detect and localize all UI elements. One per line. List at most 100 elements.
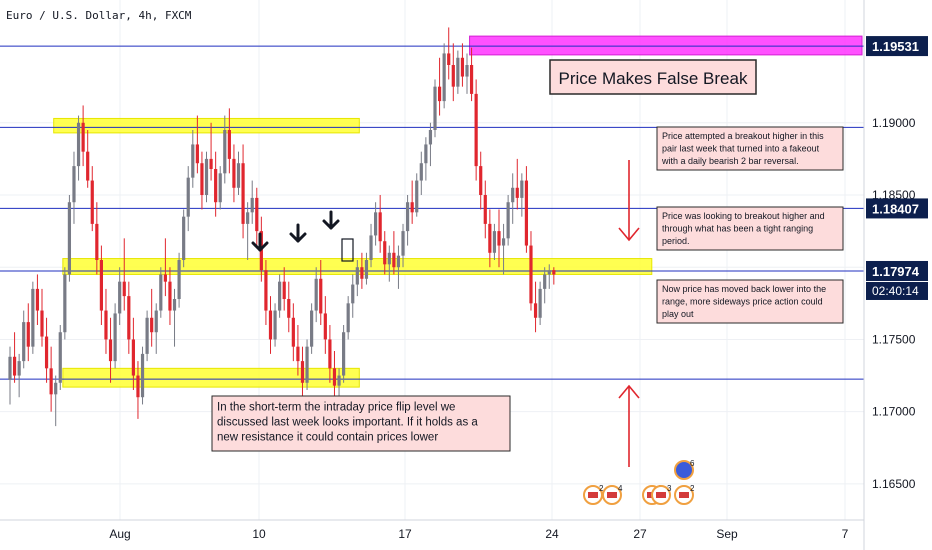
candle-body[interactable] [506,202,510,239]
candle-body[interactable] [227,130,231,159]
candle-body[interactable] [218,173,222,203]
candle-body[interactable] [405,202,410,232]
candle-body[interactable] [236,163,241,188]
candle-body[interactable] [447,53,451,65]
candle[interactable] [437,57,442,116]
candle-body[interactable] [460,57,465,77]
candle-body[interactable] [488,223,492,253]
candle-body[interactable] [346,303,350,333]
candle-body[interactable] [223,130,227,174]
candle[interactable] [44,317,49,383]
candle-body[interactable] [191,144,195,178]
candle[interactable] [552,267,556,285]
candle-body[interactable] [378,212,382,242]
candle[interactable] [291,303,295,362]
candle-body[interactable] [456,57,460,87]
candle-body[interactable] [44,336,49,369]
candle[interactable] [460,43,465,87]
candle[interactable] [241,144,245,239]
candle[interactable] [492,223,497,260]
candle-body[interactable] [58,332,62,383]
candle-body[interactable] [469,65,474,94]
candle[interactable] [49,346,53,412]
candle[interactable] [378,195,382,253]
symbol-title[interactable]: Euro / U.S. Dollar, 4h, FXCM [6,9,192,22]
candle[interactable] [131,317,135,390]
candle[interactable] [488,209,492,268]
candle[interactable] [81,105,85,167]
candle-body[interactable] [465,65,469,77]
candle[interactable] [405,195,410,246]
candle[interactable] [520,173,524,217]
candle-body[interactable] [424,144,428,164]
candle[interactable] [319,260,323,325]
candle-body[interactable] [214,169,218,203]
candle[interactable] [255,187,259,246]
candle-body[interactable] [351,284,355,304]
candle[interactable] [506,195,510,246]
candle-body[interactable] [323,313,327,340]
candle-body[interactable] [442,53,446,102]
candle-body[interactable] [520,180,524,198]
candle[interactable] [456,50,460,94]
candle-body[interactable] [419,163,423,181]
candle-body[interactable] [12,356,17,376]
candle-body[interactable] [492,231,497,253]
candle-body[interactable] [287,299,291,318]
candle[interactable] [483,180,487,239]
candle[interactable] [127,281,131,354]
candle-body[interactable] [163,274,167,282]
candle-body[interactable] [319,278,323,314]
candle-body[interactable] [296,346,300,362]
candle-body[interactable] [90,180,94,224]
candle-body[interactable] [282,281,286,299]
candle-body[interactable] [483,195,487,224]
candle-body[interactable] [479,166,483,195]
candle-body[interactable] [497,231,501,246]
candle[interactable] [8,346,12,405]
candle[interactable] [17,353,21,398]
candle-body[interactable] [99,260,103,311]
candle[interactable] [524,166,529,253]
candle-body[interactable] [168,281,172,311]
candle[interactable] [314,267,318,323]
event-flag[interactable]: 4 [602,484,623,505]
candle[interactable] [442,43,446,109]
candle[interactable] [95,202,99,275]
candle-body[interactable] [127,296,131,340]
candle-body[interactable] [501,238,506,246]
candle[interactable] [547,264,551,289]
candle-body[interactable] [273,310,277,340]
candle-body[interactable] [515,187,519,198]
candle[interactable] [31,281,35,354]
candle-body[interactable] [529,245,533,304]
candle[interactable] [108,317,113,383]
candle[interactable] [214,151,218,217]
candle-body[interactable] [241,163,245,224]
candle-body[interactable] [264,270,268,311]
candle-body[interactable] [392,252,396,268]
candle[interactable] [54,375,58,427]
candle[interactable] [355,260,359,297]
event-flag[interactable]: 2 [583,484,604,505]
candle[interactable] [122,238,126,311]
candle[interactable] [369,223,373,268]
candle-body[interactable] [278,281,282,311]
candle[interactable] [246,202,250,260]
candle[interactable] [497,209,501,268]
candle[interactable] [511,173,515,224]
candle[interactable] [346,296,350,340]
candle[interactable] [428,122,433,167]
candles[interactable] [8,27,556,427]
candle[interactable] [163,238,167,297]
candle-body[interactable] [154,310,158,333]
candle[interactable] [410,180,414,224]
candle-body[interactable] [159,274,163,311]
candle[interactable] [433,79,437,138]
candle[interactable] [236,151,241,195]
candle-body[interactable] [255,197,259,232]
candle[interactable] [419,151,423,195]
candle-body[interactable] [433,86,437,130]
candle[interactable] [67,195,72,282]
candle[interactable] [538,281,542,325]
